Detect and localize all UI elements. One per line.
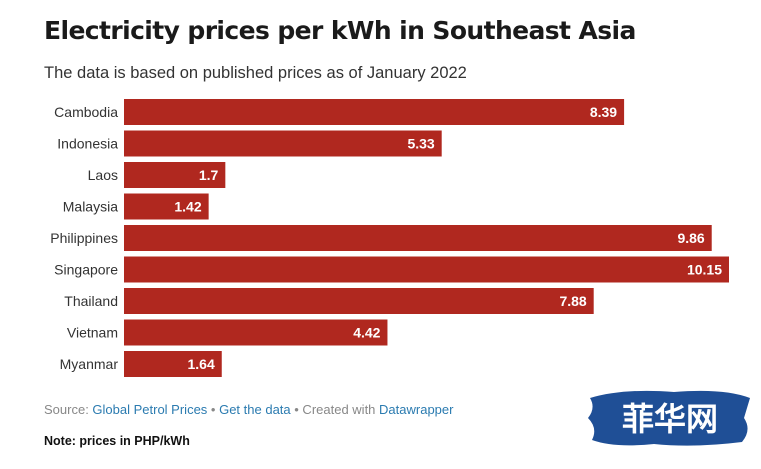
value-label: 5.33 <box>407 136 434 152</box>
created-with-text: • Created with <box>290 402 380 417</box>
bar <box>124 319 388 346</box>
bar <box>124 256 729 283</box>
get-data-link[interactable]: Get the data <box>219 402 291 417</box>
category-label: Indonesia <box>57 136 118 152</box>
bar <box>124 225 712 251</box>
chart-subtitle: The data is based on published prices as… <box>44 64 467 82</box>
value-label: 1.42 <box>174 199 201 215</box>
value-label: 1.64 <box>188 356 215 372</box>
source-link[interactable]: Global Petrol Prices <box>92 402 208 417</box>
category-label: Myanmar <box>60 356 119 372</box>
value-label: 9.86 <box>677 230 704 246</box>
category-label: Malaysia <box>63 199 118 215</box>
bar <box>124 130 442 157</box>
bar <box>124 288 594 314</box>
source-prefix: Source: <box>44 402 93 417</box>
category-label: Laos <box>88 167 118 183</box>
value-label: 10.15 <box>687 262 722 278</box>
value-label: 1.7 <box>199 167 219 183</box>
chart-title: Electricity prices per kWh in Southeast … <box>44 16 636 45</box>
category-label: Singapore <box>54 262 118 278</box>
watermark-logo: 菲华网 <box>588 390 750 446</box>
footer-separator: • <box>207 402 220 417</box>
category-label: Cambodia <box>54 104 118 120</box>
category-label: Thailand <box>64 293 118 309</box>
watermark-brush-background <box>588 390 750 446</box>
bar <box>124 193 209 220</box>
value-label: 7.88 <box>559 293 586 309</box>
value-label: 4.42 <box>353 325 380 341</box>
bar-chart: Cambodia 8.39 Indonesia 5.33 Laos 1.7 Malaysia… <box>50 99 729 377</box>
units-note: Note: prices in PHP/kWh <box>44 434 190 448</box>
bars-layer: Cambodia 8.39 Indonesia 5.33 Laos 1.7 Malaysia… <box>50 99 729 377</box>
datawrapper-link[interactable]: Datawrapper <box>379 402 454 417</box>
chart-footer: Source: Global Petrol Prices • Get the d… <box>44 402 453 417</box>
category-label: Philippines <box>50 230 118 246</box>
bar <box>124 162 226 188</box>
value-label: 8.39 <box>590 104 617 120</box>
bar <box>124 351 222 377</box>
bar <box>124 99 625 125</box>
watermark-text: 菲华网 <box>622 400 718 438</box>
category-label: Vietnam <box>67 325 118 341</box>
